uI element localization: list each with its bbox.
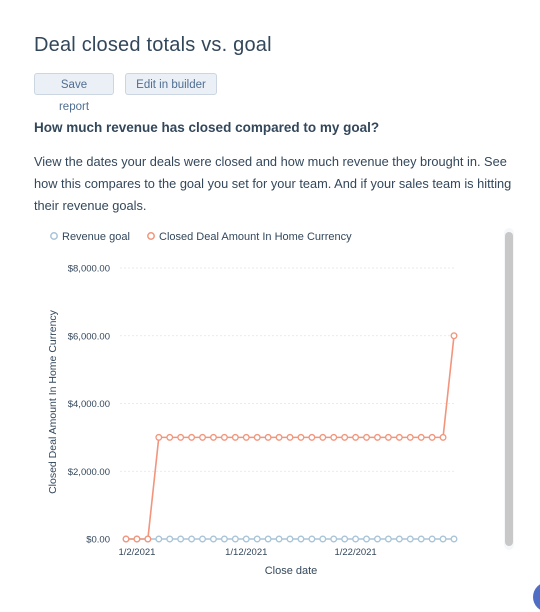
data-point[interactable] <box>264 433 272 441</box>
data-point[interactable] <box>220 433 228 441</box>
data-point[interactable] <box>286 535 294 543</box>
y-tick-label: $4,000.00 <box>68 399 110 410</box>
page-title: Deal closed totals vs. goal <box>34 34 272 56</box>
series <box>122 332 458 543</box>
data-point[interactable] <box>341 535 349 543</box>
report-question: How much revenue has closed compared to … <box>34 120 380 135</box>
data-point[interactable] <box>384 433 392 441</box>
y-axis-ticks: $0.00 $2,000.00 $4,000.00 $6,000.00 $8,000.0… <box>68 264 110 546</box>
data-point[interactable] <box>395 535 403 543</box>
edit-in-builder-button[interactable]: Edit in builder <box>125 73 217 95</box>
grid-lines <box>120 267 456 472</box>
x-axis-ticks: 1/2/2021 1/12/2021 1/22/2021 <box>118 547 376 558</box>
data-point[interactable] <box>395 433 403 441</box>
data-point[interactable] <box>417 433 425 441</box>
x-tick-label: 1/22/2021 <box>334 547 376 558</box>
data-point[interactable] <box>330 433 338 441</box>
x-tick-label: 1/12/2021 <box>225 547 267 558</box>
data-point[interactable] <box>286 433 294 441</box>
x-tick-label: 1/2/2021 <box>118 547 155 558</box>
data-point[interactable] <box>199 433 206 441</box>
data-point[interactable] <box>253 433 261 441</box>
data-point[interactable] <box>330 535 338 543</box>
data-point[interactable] <box>308 433 316 441</box>
data-point[interactable] <box>231 535 239 543</box>
chart-scrollbar-thumb[interactable] <box>505 232 513 546</box>
data-point[interactable] <box>352 433 360 441</box>
y-tick-label: $2,000.00 <box>68 467 110 478</box>
data-point[interactable] <box>275 433 283 441</box>
data-point[interactable] <box>188 433 196 441</box>
data-point[interactable] <box>297 535 305 543</box>
data-point[interactable] <box>374 433 381 441</box>
help-chat-widget[interactable] <box>533 582 540 612</box>
save-report-button[interactable]: Save report <box>34 73 114 113</box>
data-point[interactable] <box>199 535 206 543</box>
y-tick-label: $0.00 <box>86 535 110 546</box>
data-point[interactable] <box>275 535 283 543</box>
data-point[interactable] <box>450 332 458 340</box>
legend-closed-label: Closed Deal Amount In Home Currency <box>159 231 352 243</box>
series-closed-deal-amount <box>122 332 458 543</box>
line-chart: Revenue goal Closed Deal Amount In Home … <box>47 231 458 577</box>
legend-closed-marker <box>147 232 155 240</box>
data-point[interactable] <box>384 535 392 543</box>
data-point[interactable] <box>428 535 436 543</box>
data-point[interactable] <box>231 433 239 441</box>
data-point[interactable] <box>439 535 447 543</box>
data-point[interactable] <box>374 535 381 543</box>
data-point[interactable] <box>308 535 316 543</box>
data-point[interactable] <box>319 535 327 543</box>
data-point[interactable] <box>210 433 217 441</box>
report-description: View the dates your deals were closed an… <box>34 154 512 213</box>
data-point[interactable] <box>297 433 305 441</box>
data-point[interactable] <box>406 433 414 441</box>
data-point[interactable] <box>439 433 447 441</box>
legend-goal-marker <box>50 232 58 240</box>
data-point[interactable] <box>242 433 250 441</box>
y-tick-label: $8,000.00 <box>68 264 110 275</box>
data-point[interactable] <box>417 535 425 543</box>
data-point[interactable] <box>155 535 163 543</box>
data-point[interactable] <box>177 535 185 543</box>
data-point[interactable] <box>264 535 272 543</box>
data-point[interactable] <box>133 535 141 543</box>
data-point[interactable] <box>363 535 370 543</box>
data-point[interactable] <box>406 535 414 543</box>
data-point[interactable] <box>166 433 174 441</box>
data-point[interactable] <box>363 433 370 441</box>
data-point[interactable] <box>352 535 360 543</box>
legend: Revenue goal Closed Deal Amount In Home … <box>50 231 352 243</box>
data-point[interactable] <box>450 535 458 543</box>
data-point[interactable] <box>242 535 250 543</box>
data-point[interactable] <box>155 433 163 441</box>
data-point[interactable] <box>319 433 327 441</box>
data-point[interactable] <box>220 535 228 543</box>
data-point[interactable] <box>188 535 196 543</box>
data-point[interactable] <box>428 433 436 441</box>
y-axis-label: Closed Deal Amount In Home Currency <box>47 309 59 494</box>
data-point[interactable] <box>210 535 217 543</box>
x-axis-label: Close date <box>265 565 318 577</box>
data-point[interactable] <box>253 535 261 543</box>
data-point[interactable] <box>166 535 174 543</box>
data-point[interactable] <box>177 433 185 441</box>
chart-container: Revenue goal Closed Deal Amount In Home … <box>44 222 514 582</box>
series-revenue-goal <box>122 535 458 543</box>
legend-goal-label: Revenue goal <box>62 231 130 243</box>
y-tick-label: $6,000.00 <box>68 331 110 342</box>
data-point[interactable] <box>144 535 152 543</box>
data-point[interactable] <box>122 535 130 543</box>
data-point[interactable] <box>341 433 349 441</box>
